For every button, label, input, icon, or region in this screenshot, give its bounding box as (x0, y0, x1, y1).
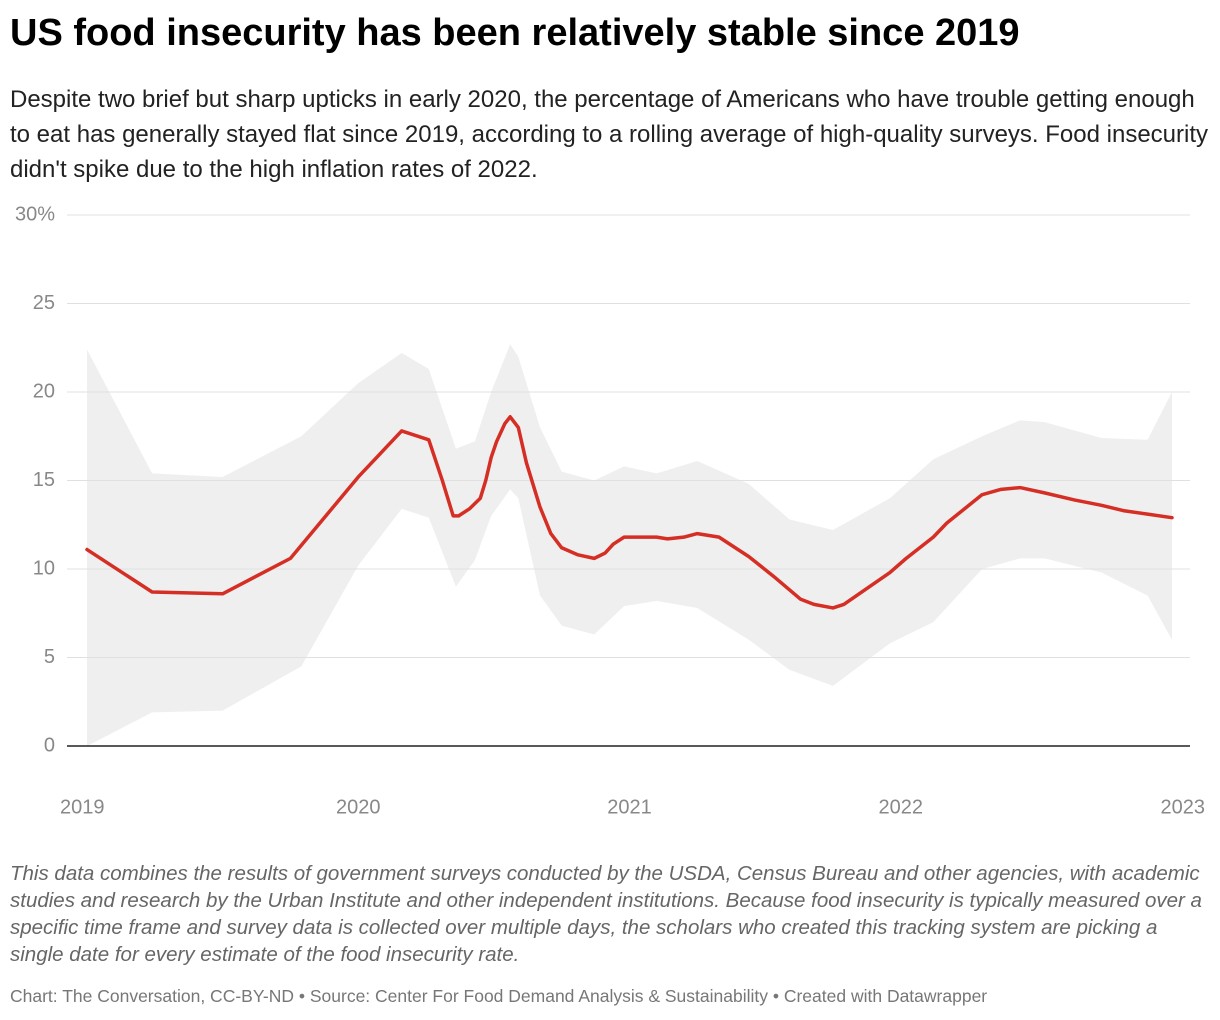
x-tick-label: 2020 (336, 796, 381, 818)
y-tick-label: 10 (33, 557, 55, 579)
y-tick-label: 25 (33, 292, 55, 314)
x-tick-label: 2023 (1161, 796, 1206, 818)
chart-title: US food insecurity has been relatively s… (10, 12, 1020, 54)
chart-subtitle: Despite two brief but sharp upticks in e… (10, 86, 1209, 183)
x-tick-label: 2021 (607, 796, 652, 818)
x-tick-label: 2019 (60, 796, 105, 818)
y-tick-label: 15 (33, 469, 55, 491)
y-tick-label: 0 (44, 734, 55, 756)
data-line (85, 415, 1174, 610)
range-band (87, 344, 1172, 746)
chart: 0 5 10 15 20 25 30% 2019 2020 2021 2022 2023 (15, 203, 1206, 818)
y-tick-label: 30% (15, 203, 55, 225)
chart-notes: This data combines the results of govern… (10, 862, 1202, 966)
y-tick-label: 5 (44, 646, 55, 668)
y-tick-label: 20 (33, 380, 55, 402)
chart-source: Chart: The Conversation, CC-BY-ND • Sour… (10, 986, 988, 1006)
x-tick-label: 2022 (879, 796, 924, 818)
